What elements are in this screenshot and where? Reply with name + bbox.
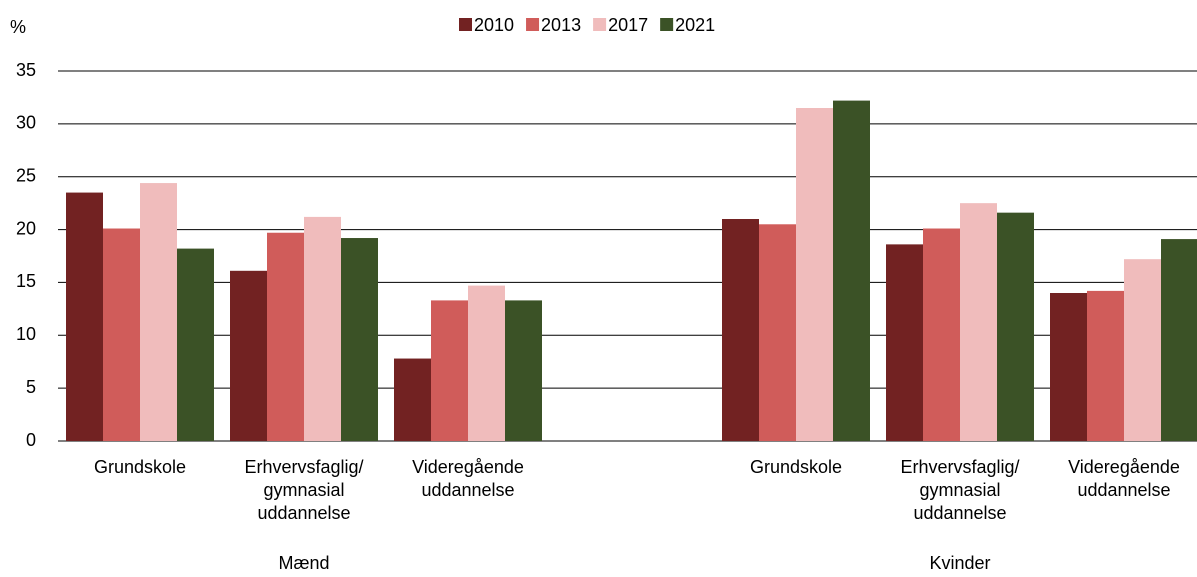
y-tick-label: 25 bbox=[16, 165, 36, 185]
bar bbox=[960, 203, 997, 441]
bar bbox=[468, 285, 505, 441]
x-tick-label: Videregående uddannelse bbox=[412, 457, 524, 500]
bar bbox=[140, 183, 177, 442]
x-tick-label: Videregående uddannelse bbox=[1068, 457, 1180, 500]
y-tick-label: 0 bbox=[26, 430, 36, 450]
y-tick-label: 5 bbox=[26, 377, 36, 397]
legend-label: 2013 bbox=[541, 15, 581, 35]
bar bbox=[796, 108, 833, 441]
bar bbox=[1124, 259, 1161, 441]
bar bbox=[66, 192, 103, 441]
y-tick-label: 15 bbox=[16, 271, 36, 291]
legend-label: 2021 bbox=[675, 15, 715, 35]
bar bbox=[1161, 239, 1197, 441]
bar bbox=[997, 212, 1034, 441]
x-tick-label: Erhvervsfaglig/gymnasial uddannelse bbox=[900, 457, 1019, 523]
bar bbox=[1087, 290, 1124, 441]
bar bbox=[267, 232, 304, 441]
y-tick-label: 10 bbox=[16, 324, 36, 344]
x-tick-label: Erhvervsfaglig/gymnasial uddannelse bbox=[244, 457, 363, 523]
legend-label: 2010 bbox=[474, 15, 514, 35]
bar bbox=[341, 238, 378, 441]
legend-swatch bbox=[660, 18, 674, 31]
bar bbox=[431, 300, 468, 441]
bar bbox=[722, 219, 759, 441]
bar bbox=[103, 228, 140, 441]
x-tick-label: Grundskole bbox=[750, 457, 842, 477]
legend-swatch bbox=[459, 18, 472, 31]
bar bbox=[505, 300, 542, 441]
bar bbox=[177, 248, 214, 441]
x-tick-label: Grundskole bbox=[94, 457, 186, 477]
bar bbox=[886, 244, 923, 441]
bar bbox=[304, 216, 341, 441]
y-axis-label: % bbox=[10, 17, 26, 37]
legend-label: 2017 bbox=[608, 15, 648, 35]
bar bbox=[833, 100, 870, 441]
bar bbox=[1050, 293, 1087, 441]
legend-swatch bbox=[526, 18, 540, 31]
bar bbox=[923, 228, 960, 441]
group-label: Kvinder bbox=[929, 553, 990, 573]
bar bbox=[394, 358, 431, 441]
y-tick-label: 20 bbox=[16, 218, 36, 238]
bar bbox=[230, 270, 267, 441]
legend-swatch bbox=[593, 18, 607, 31]
group-label: Mænd bbox=[278, 553, 329, 573]
y-tick-label: 30 bbox=[16, 113, 36, 133]
y-tick-label: 35 bbox=[16, 60, 36, 80]
bar bbox=[759, 224, 796, 441]
